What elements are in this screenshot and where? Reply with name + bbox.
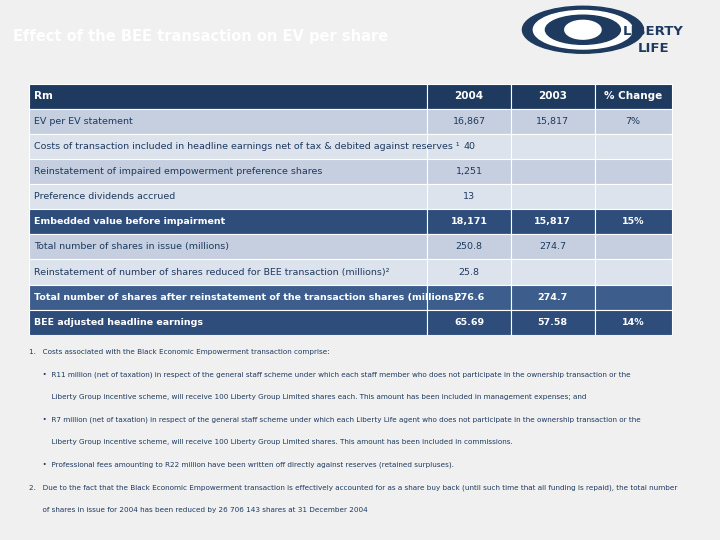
Bar (427, 209, 511, 234)
Bar (511, 309, 595, 335)
Bar (427, 234, 511, 260)
Text: 15%: 15% (622, 217, 644, 226)
Bar (511, 209, 595, 234)
Text: 2003: 2003 (539, 91, 567, 102)
Text: Effect of the BEE transaction on EV per share: Effect of the BEE transaction on EV per … (13, 29, 388, 44)
Bar (511, 84, 595, 109)
Text: Total number of shares in issue (millions): Total number of shares in issue (million… (34, 242, 229, 252)
Bar (427, 84, 511, 109)
Text: Liberty Group incentive scheme, will receive 100 Liberty Group Limited shares ea: Liberty Group incentive scheme, will rec… (29, 394, 586, 400)
Text: LIBERTY: LIBERTY (623, 25, 684, 38)
Text: 274.7: 274.7 (538, 293, 568, 302)
Text: 40: 40 (463, 142, 475, 151)
Text: 15,817: 15,817 (534, 217, 571, 226)
Bar (427, 184, 511, 209)
Bar (29, 84, 427, 109)
Bar (29, 159, 427, 184)
Text: BEE adjusted headline earnings: BEE adjusted headline earnings (34, 318, 203, 327)
Text: 18,171: 18,171 (451, 217, 487, 226)
Bar (29, 184, 427, 209)
Bar (511, 285, 595, 310)
Bar (511, 159, 595, 184)
Text: 15,817: 15,817 (536, 117, 570, 126)
Bar (427, 309, 511, 335)
Text: •  Professional fees amounting to R22 million have been written off directly aga: • Professional fees amounting to R22 mil… (29, 462, 454, 468)
Bar (511, 134, 595, 159)
Text: 7%: 7% (626, 117, 641, 126)
Text: •  R7 million (net of taxation) in respect of the general staff scheme under whi: • R7 million (net of taxation) in respec… (29, 416, 641, 423)
Bar (29, 309, 427, 335)
Bar (29, 234, 427, 260)
Bar (29, 260, 427, 285)
Bar (595, 84, 672, 109)
Bar (29, 209, 427, 234)
Bar (595, 134, 672, 159)
Text: 274.7: 274.7 (539, 242, 566, 252)
Text: Costs of transaction included in headline earnings net of tax & debited against : Costs of transaction included in headlin… (34, 142, 460, 151)
Bar (595, 309, 672, 335)
Bar (511, 260, 595, 285)
Bar (511, 109, 595, 134)
Text: 2004: 2004 (454, 91, 484, 102)
Bar (511, 234, 595, 260)
Bar (29, 134, 427, 159)
Text: 16,867: 16,867 (453, 117, 485, 126)
Text: 276.6: 276.6 (454, 293, 484, 302)
Text: •  R11 million (net of taxation) in respect of the general staff scheme under wh: • R11 million (net of taxation) in respe… (29, 372, 631, 378)
Text: 1,251: 1,251 (456, 167, 482, 176)
Text: 250.8: 250.8 (456, 242, 482, 252)
Text: % Change: % Change (604, 91, 662, 102)
Bar (595, 260, 672, 285)
Polygon shape (564, 21, 601, 39)
Text: EV per EV statement: EV per EV statement (34, 117, 133, 126)
Bar (427, 134, 511, 159)
Text: of shares in issue for 2004 has been reduced by 26 706 143 shares at 31 December: of shares in issue for 2004 has been red… (29, 507, 367, 513)
Bar (427, 285, 511, 310)
Text: 1.   Costs associated with the Black Economic Empowerment transaction comprise:: 1. Costs associated with the Black Econo… (29, 349, 330, 355)
Text: 14%: 14% (622, 318, 644, 327)
Bar (427, 260, 511, 285)
Text: Preference dividends accrued: Preference dividends accrued (34, 192, 176, 201)
Bar (427, 159, 511, 184)
Text: Liberty Group incentive scheme, will receive 100 Liberty Group Limited shares. T: Liberty Group incentive scheme, will rec… (29, 439, 513, 445)
Bar (595, 109, 672, 134)
Text: 65.69: 65.69 (454, 318, 484, 327)
Text: Reinstatement of number of shares reduced for BEE transaction (millions)²: Reinstatement of number of shares reduce… (34, 267, 390, 276)
Text: Reinstatement of impaired empowerment preference shares: Reinstatement of impaired empowerment pr… (34, 167, 323, 176)
Text: 2.   Due to the fact that the Black Economic Empowerment transaction is effectiv: 2. Due to the fact that the Black Econom… (29, 484, 678, 491)
Bar (427, 109, 511, 134)
Bar (595, 285, 672, 310)
Text: LIFE: LIFE (638, 42, 670, 55)
Circle shape (534, 10, 632, 49)
Text: Rm: Rm (34, 91, 53, 102)
Circle shape (523, 6, 644, 53)
Text: 57.58: 57.58 (538, 318, 568, 327)
Bar (595, 184, 672, 209)
Text: 13: 13 (463, 192, 475, 201)
Text: Total number of shares after reinstatement of the transaction shares (millions): Total number of shares after reinstateme… (34, 293, 459, 302)
Text: Embedded value before impairment: Embedded value before impairment (34, 217, 225, 226)
Circle shape (546, 15, 621, 44)
Bar (595, 159, 672, 184)
Text: 25.8: 25.8 (459, 267, 480, 276)
Bar (511, 184, 595, 209)
Bar (595, 234, 672, 260)
Bar (595, 209, 672, 234)
Bar (29, 109, 427, 134)
Bar (29, 285, 427, 310)
